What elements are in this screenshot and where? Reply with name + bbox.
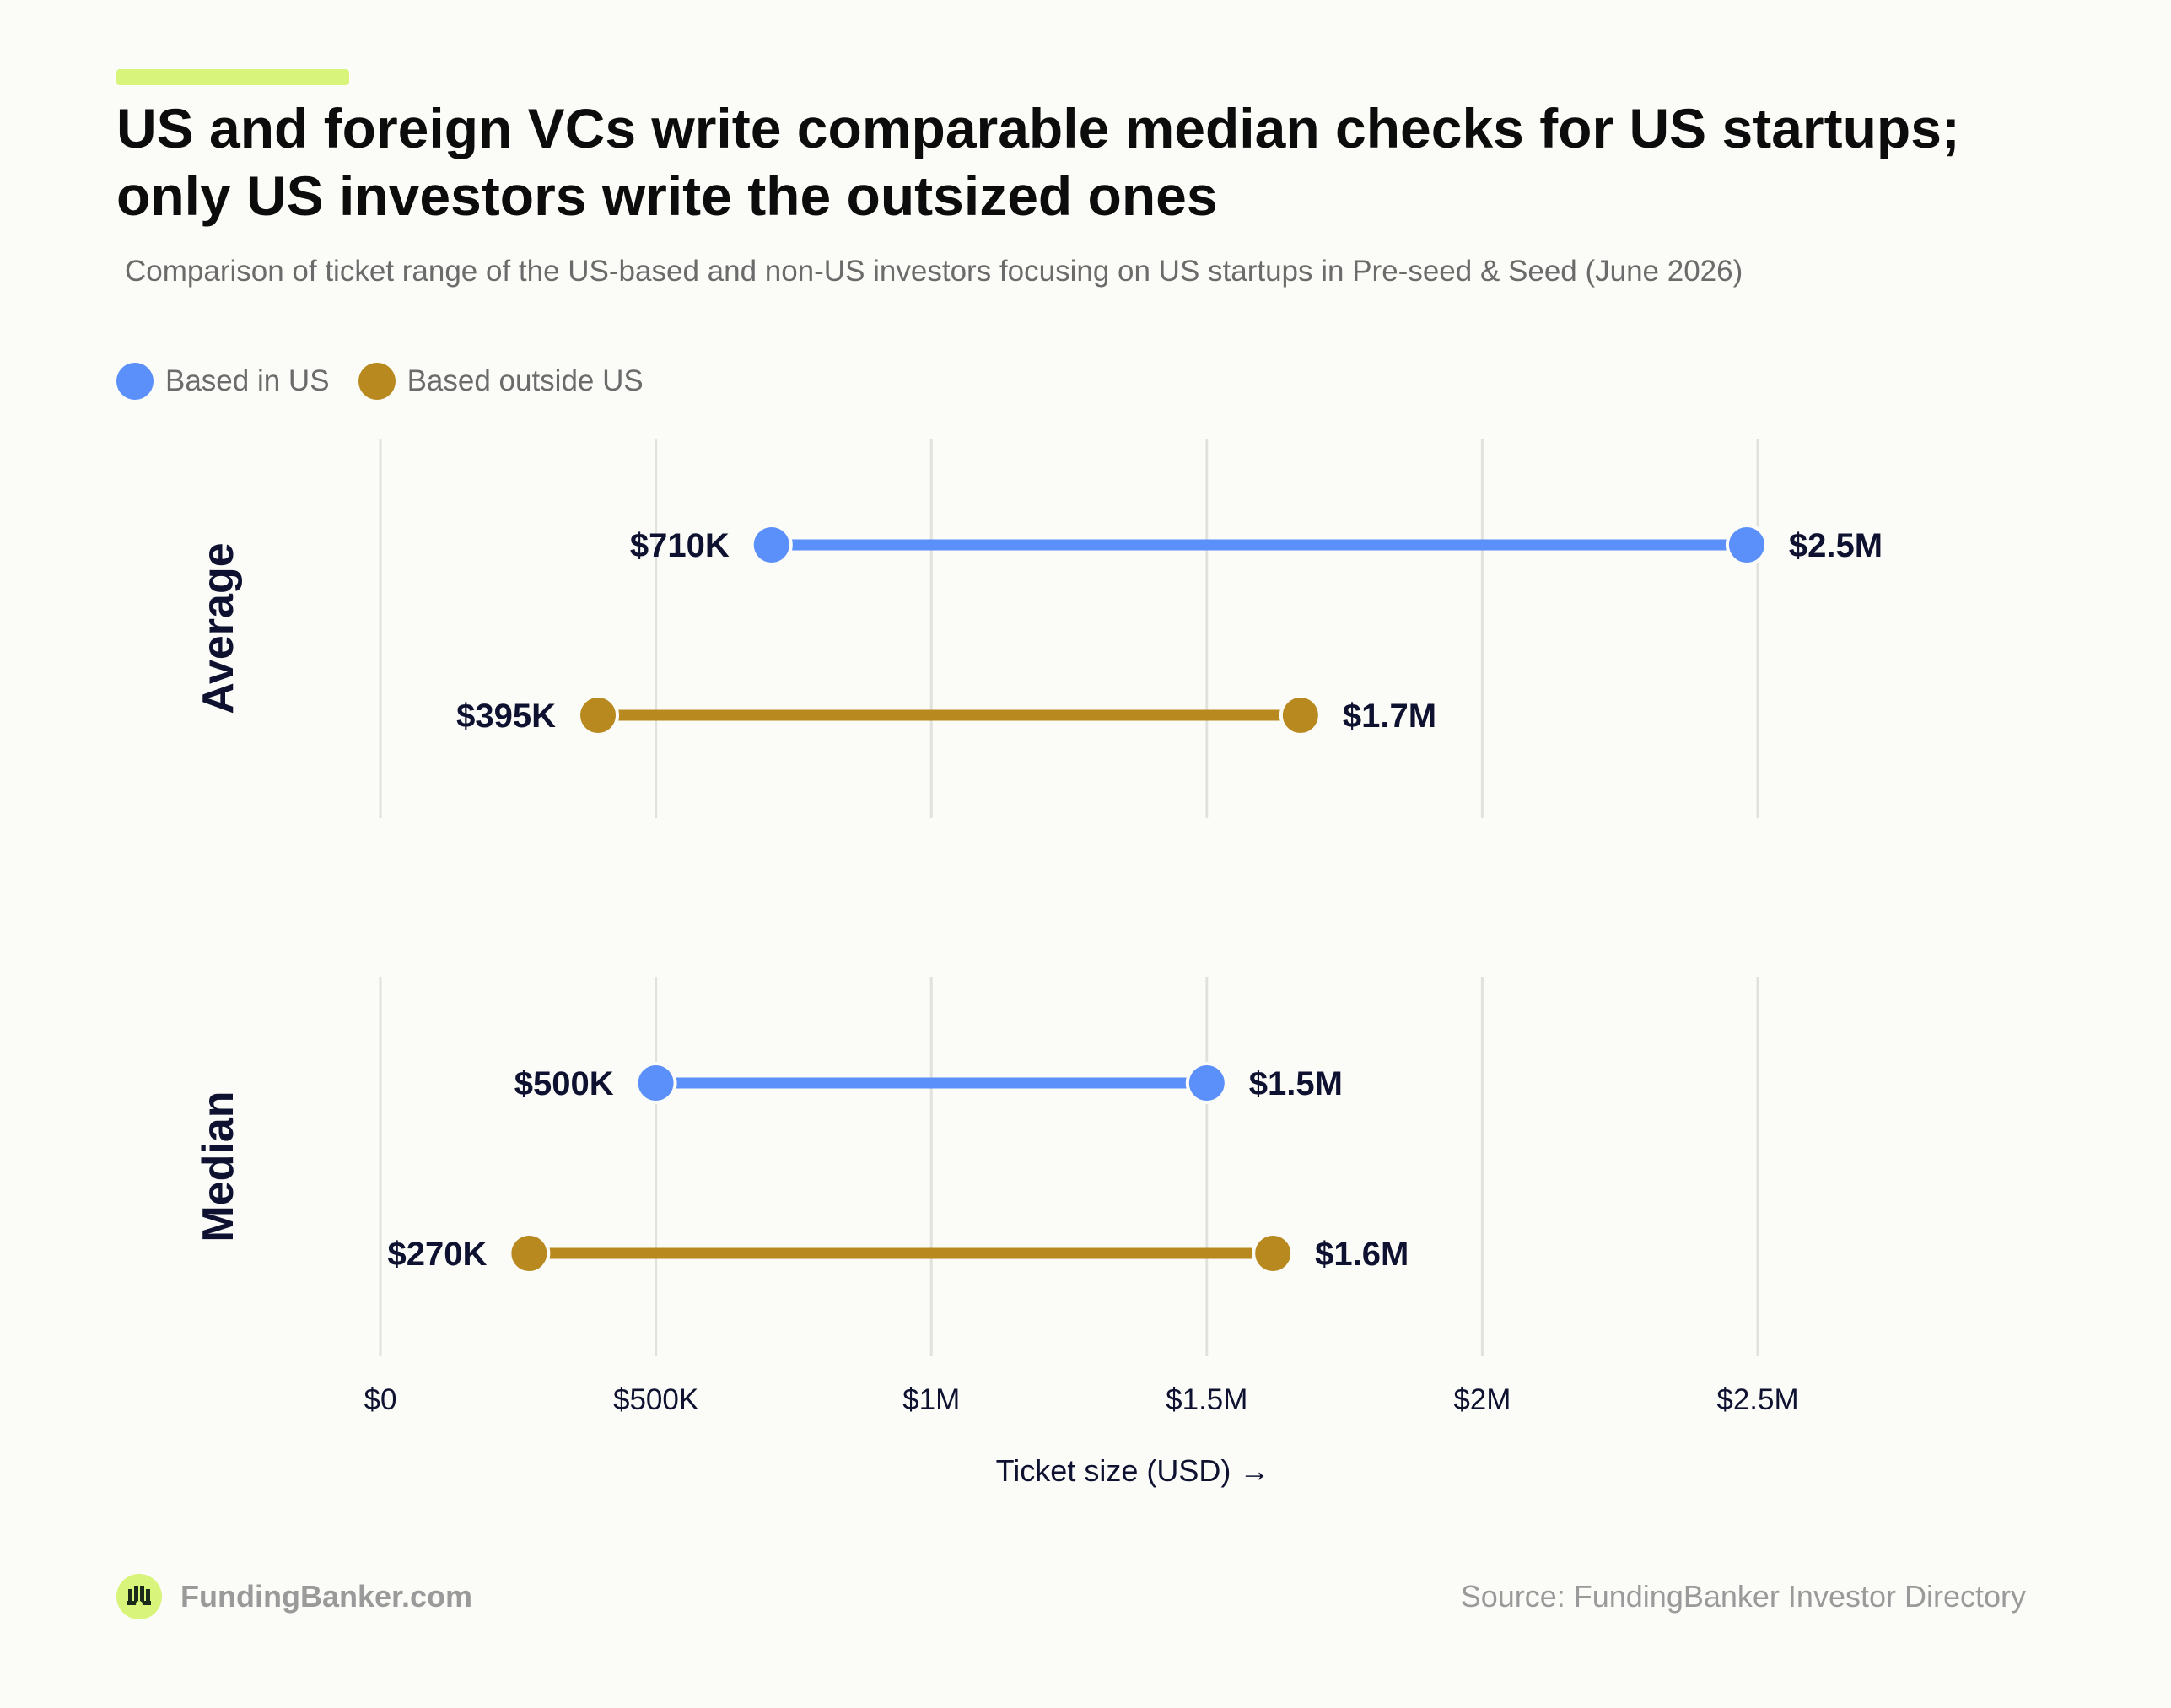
x-tick-label-0: $0 (364, 1383, 397, 1416)
min-point-average-us (750, 524, 793, 566)
x-tick-label-2: $1M (902, 1383, 960, 1416)
max-point-median-foreign (1252, 1232, 1295, 1274)
group-label-median: Median (194, 1091, 243, 1242)
max-label-median-us: $1.5M (1249, 1065, 1343, 1102)
chart-title: US and foreign VCs write comparable medi… (116, 94, 2056, 229)
max-label-average-us: $2.5M (1789, 527, 1883, 564)
max-label-median-foreign: $1.6M (1315, 1236, 1409, 1273)
legend-label-foreign: Based outside US (407, 364, 644, 397)
max-point-average-us (1725, 524, 1768, 566)
min-label-average-us: $710K (630, 527, 730, 564)
max-point-median-us (1185, 1062, 1228, 1104)
chart-subtitle: Comparison of ticket range of the US-bas… (125, 255, 1743, 288)
x-tick-label-3: $1.5M (1166, 1383, 1247, 1416)
legend-label-us: Based in US (165, 364, 330, 397)
footer-brand-label: FundingBanker.com (180, 1579, 473, 1614)
legend-swatch-us (116, 363, 154, 400)
accent-bar (116, 69, 349, 85)
x-tick-label-4: $2M (1453, 1383, 1511, 1416)
funding-banker-logo-icon (116, 1574, 162, 1619)
footer-source: Source: FundingBanker Investor Directory (1460, 1579, 2026, 1614)
legend-swatch-foreign (358, 363, 396, 400)
min-point-median-foreign (508, 1232, 551, 1274)
chart-title-line-2: only US investors write the outsized one… (116, 164, 1218, 227)
min-label-median-foreign: $270K (387, 1236, 487, 1273)
min-label-median-us: $500K (514, 1065, 614, 1102)
min-point-average-foreign (577, 694, 620, 736)
x-axis-title: Ticket size (USD) → (996, 1453, 1270, 1488)
min-point-median-us (634, 1062, 677, 1104)
legend-item-us: Based in US (116, 363, 330, 400)
min-label-average-foreign: $395K (456, 698, 556, 735)
max-point-average-foreign (1279, 694, 1322, 736)
legend-item-foreign: Based outside US (358, 363, 644, 400)
x-tick-label-1: $500K (613, 1383, 698, 1416)
group-label-average: Average (194, 542, 243, 714)
max-label-average-foreign: $1.7M (1343, 698, 1436, 735)
legend: Based in US Based outside US (116, 363, 644, 400)
x-tick-label-5: $2.5M (1716, 1383, 1798, 1416)
chart-title-line-1: US and foreign VCs write comparable medi… (116, 97, 1960, 159)
footer-brand: FundingBanker.com (116, 1574, 472, 1619)
